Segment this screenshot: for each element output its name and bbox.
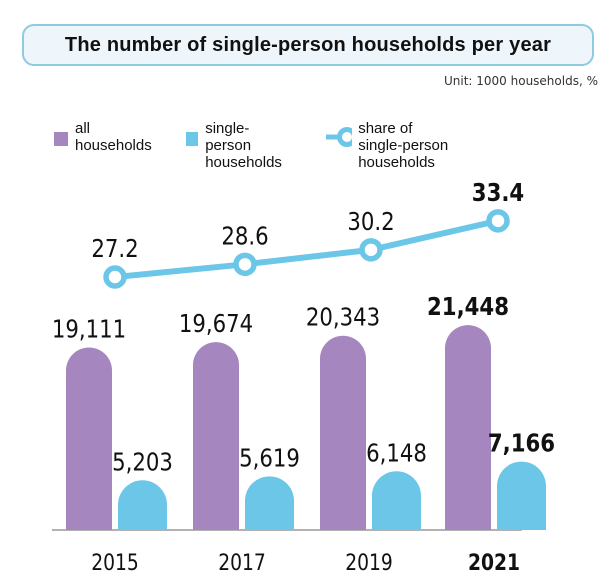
title-box: The number of single-person households p… bbox=[22, 24, 594, 66]
share-point bbox=[486, 209, 510, 233]
data-label-share: 33.4 bbox=[472, 178, 524, 207]
legend-label-all-households-line2: households bbox=[75, 137, 152, 154]
legend-item-all-households: all households bbox=[54, 120, 152, 154]
bar-single-person bbox=[118, 480, 167, 530]
x-tick-label: 2015 bbox=[91, 550, 139, 576]
data-label-single-person: 5,203 bbox=[112, 448, 173, 477]
legend-swatch-all-households bbox=[54, 132, 68, 146]
bar-all-households bbox=[66, 347, 112, 530]
share-point bbox=[233, 252, 257, 277]
data-label-all-households: 21,448 bbox=[427, 293, 509, 322]
share-line bbox=[114, 217, 499, 280]
legend-label-single-person-line1: single-person bbox=[205, 120, 252, 154]
legend-item-share: share of single-person households bbox=[326, 120, 451, 171]
data-label-all-households: 19,674 bbox=[179, 309, 253, 338]
share-point bbox=[359, 238, 383, 262]
legend-label-share-line2: households bbox=[358, 154, 435, 171]
bar-single-person bbox=[245, 476, 294, 530]
data-label-all-households: 20,343 bbox=[306, 303, 380, 332]
bar-all-households bbox=[193, 342, 240, 530]
data-label-single-person: 7,166 bbox=[488, 429, 555, 458]
bar-single-person bbox=[372, 471, 421, 530]
data-label-single-person: 6,148 bbox=[366, 439, 427, 468]
share-point bbox=[103, 265, 127, 289]
chart-title: The number of single-person households p… bbox=[64, 33, 552, 56]
bar-all-households bbox=[320, 335, 366, 530]
x-tick-label: 2019 bbox=[345, 550, 393, 576]
legend-label-single-person-line2: households bbox=[205, 154, 282, 171]
legend-label-share-line1: share of single-person bbox=[358, 120, 449, 154]
legend-swatch-single-person bbox=[186, 132, 199, 146]
unit-label: Unit: 1000 households, % bbox=[443, 74, 598, 88]
bar-single-person bbox=[497, 461, 546, 530]
data-label-share: 28.6 bbox=[221, 222, 268, 251]
data-label-all-households: 19,111 bbox=[52, 315, 126, 344]
legend-label-all-households-line1: all bbox=[75, 120, 91, 137]
legend-item-single-person: single-person households bbox=[186, 120, 284, 171]
bar-all-households bbox=[445, 325, 491, 530]
x-tick-label: 2021 bbox=[468, 550, 520, 576]
data-label-single-person: 5,619 bbox=[239, 444, 300, 473]
x-tick-label: 2017 bbox=[218, 550, 266, 576]
data-label-share: 30.2 bbox=[347, 207, 394, 236]
legend-line-circle-icon bbox=[326, 127, 353, 147]
data-label-share: 27.2 bbox=[91, 234, 138, 263]
